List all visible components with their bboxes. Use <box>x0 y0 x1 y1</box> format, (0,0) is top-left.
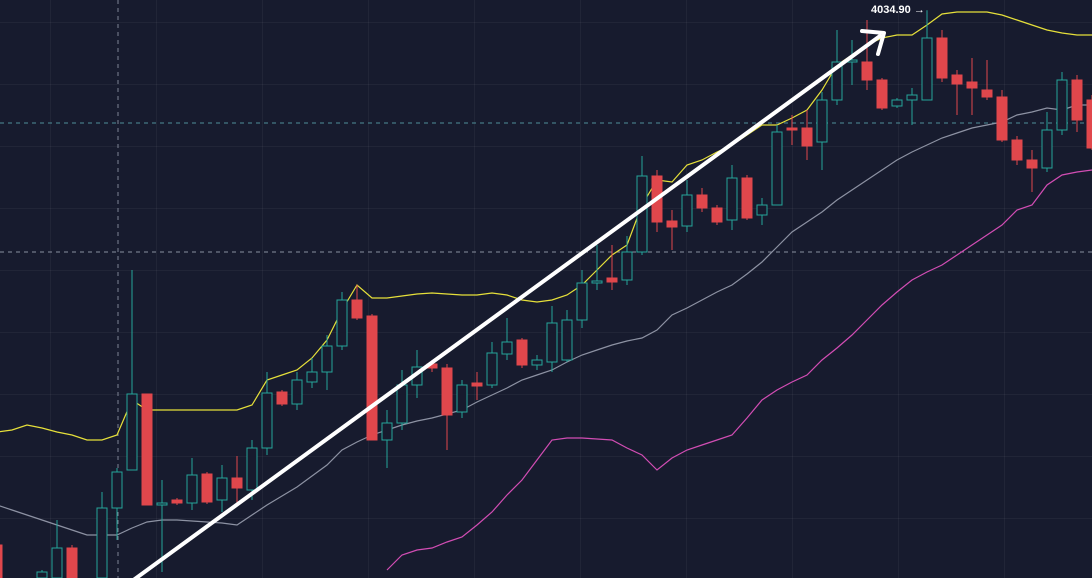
candle-body <box>936 37 948 79</box>
candle-body <box>156 502 168 506</box>
candle-body <box>306 371 318 383</box>
candle-body <box>876 79 888 109</box>
candle-body <box>231 477 243 489</box>
candle-body <box>726 177 738 221</box>
candle-body <box>66 547 78 578</box>
candle-body <box>1056 79 1068 131</box>
candle-body <box>351 299 363 319</box>
candle-body <box>921 37 933 101</box>
candle-body <box>996 96 1008 141</box>
candle-body <box>816 99 828 143</box>
candle-body <box>1086 99 1092 149</box>
candle-body <box>246 447 258 491</box>
candle-body <box>171 499 183 504</box>
candle-body <box>0 544 3 578</box>
candle-body <box>1041 129 1053 169</box>
candles <box>0 10 1092 578</box>
arrow-line <box>132 34 882 578</box>
candle-body <box>96 507 108 578</box>
candle-body <box>261 392 273 449</box>
candle-body <box>141 393 153 506</box>
candle-body <box>546 322 558 363</box>
candle-body <box>276 391 288 405</box>
candle-body <box>591 280 603 284</box>
candle-body <box>366 315 378 441</box>
candle-body <box>681 194 693 227</box>
high-annotation: 4034.90 → <box>871 4 925 16</box>
candle-body <box>396 384 408 424</box>
candle-body <box>711 207 723 223</box>
candle-body <box>666 220 678 228</box>
candle-body <box>1011 139 1023 161</box>
candle-body <box>201 473 213 503</box>
candle-body <box>441 367 453 416</box>
candle-body <box>891 99 903 107</box>
candle-body <box>111 471 123 509</box>
candle-body <box>51 547 63 578</box>
candle-body <box>36 571 48 578</box>
candle-body <box>381 422 393 441</box>
candle-body <box>516 339 528 366</box>
candle-body <box>951 74 963 85</box>
band-line <box>0 11 1092 441</box>
candle-body <box>741 177 753 219</box>
candle-body <box>576 282 588 321</box>
candle-body <box>1026 159 1038 169</box>
candle-body <box>906 94 918 101</box>
candle-body <box>531 359 543 366</box>
bands <box>0 11 1092 571</box>
candle-body <box>606 277 618 283</box>
candle-body <box>336 299 348 347</box>
candle-body <box>471 382 483 387</box>
candle-body <box>321 345 333 373</box>
candle-body <box>456 384 468 413</box>
candle-body <box>291 379 303 405</box>
candle-body <box>696 194 708 209</box>
candle-body <box>966 81 978 89</box>
candle-body <box>621 251 633 281</box>
candle-body <box>861 61 873 81</box>
band-line <box>0 104 1092 536</box>
band-line <box>386 169 1092 571</box>
candle-body <box>126 393 138 471</box>
candle-body <box>561 319 573 361</box>
candle-body <box>216 477 228 501</box>
candle-body <box>786 127 798 131</box>
candle-body <box>831 61 843 101</box>
candle-body <box>486 352 498 386</box>
candle-body <box>981 89 993 98</box>
candle-body <box>801 127 813 147</box>
candle-body <box>1071 79 1083 121</box>
trend-arrow <box>132 29 886 578</box>
candle-body <box>756 204 768 216</box>
candle-body <box>186 474 198 504</box>
candle-body <box>501 341 513 355</box>
arrow-head <box>860 29 886 56</box>
candle-body <box>771 131 783 206</box>
